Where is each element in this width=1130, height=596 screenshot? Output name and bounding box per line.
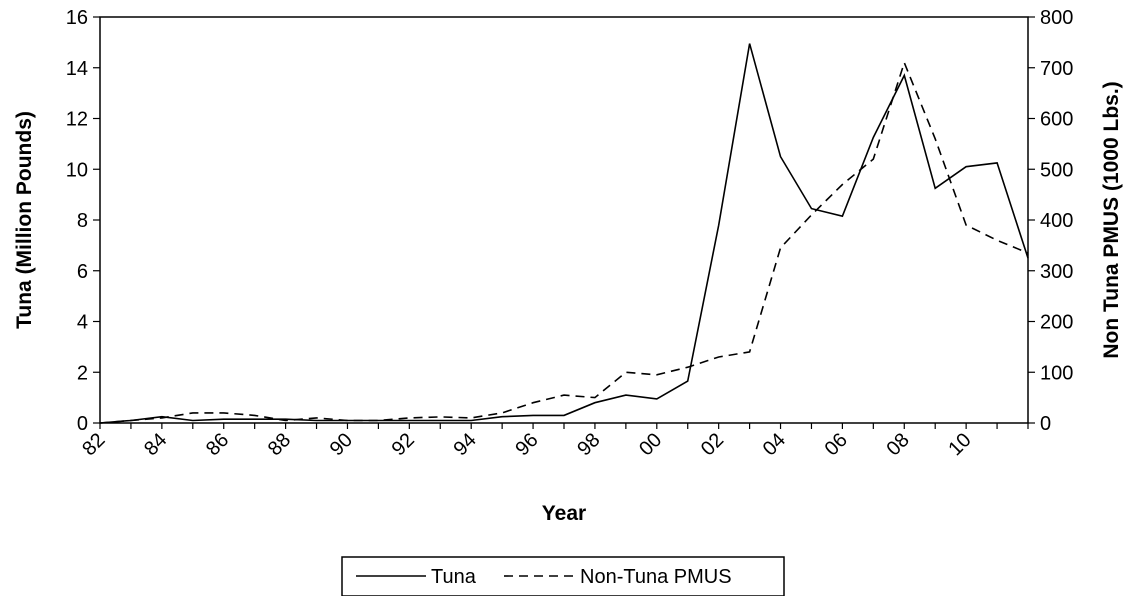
labels-layer: 82 84 86 88 90 92 94 96 98 00 02 04 06 08 100246810121…	[66, 7, 1074, 460]
x-tick-label: 92	[388, 429, 419, 460]
legend-label-non-tuna: Non-Tuna PMUS	[580, 566, 732, 588]
x-tick-label: 10	[944, 429, 975, 460]
y-left-tick-label: 2	[77, 362, 88, 384]
y-right-tick-label: 0	[1040, 413, 1051, 435]
axes-layer	[93, 16, 1035, 429]
y-axis-right-title: Non Tuna PMUS (1000 Lbs.)	[1100, 81, 1123, 358]
y-left-tick-label: 4	[77, 312, 88, 334]
legend: Tuna Non-Tuna PMUS	[341, 556, 785, 596]
x-tick-label: 04	[759, 429, 790, 460]
y-right-tick-label: 800	[1040, 7, 1073, 29]
y-left-tick-label: 0	[77, 413, 88, 435]
x-tick-label: 88	[264, 429, 295, 460]
y-right-tick-label: 200	[1040, 312, 1073, 334]
x-tick-label: 02	[697, 429, 728, 460]
y-left-tick-label: 16	[66, 7, 88, 29]
x-tick-label: 84	[140, 429, 171, 460]
y-left-tick-label: 6	[77, 261, 88, 283]
x-tick-label: 90	[326, 429, 357, 460]
y-right-tick-label: 700	[1040, 58, 1073, 80]
x-tick-label: 06	[821, 429, 852, 460]
y-left-tick-label: 12	[66, 109, 88, 131]
y-right-tick-label: 400	[1040, 210, 1073, 232]
series-line-tuna	[99, 43, 1029, 424]
y-axis-left-title: Tuna (Million Pounds)	[13, 111, 36, 329]
y-right-tick-label: 300	[1040, 261, 1073, 283]
y-left-tick-label: 8	[77, 210, 88, 232]
x-tick-label: 86	[202, 429, 233, 460]
x-tick-label: 98	[573, 429, 604, 460]
plot-frame	[99, 16, 1029, 424]
x-tick-label: 00	[635, 429, 666, 460]
y-left-tick-label: 14	[66, 58, 88, 80]
legend-label-tuna: Tuna	[431, 566, 477, 588]
series-layer	[99, 43, 1029, 424]
y-right-tick-label: 500	[1040, 159, 1073, 181]
y-left-tick-label: 10	[66, 159, 88, 181]
series-line-non-tuna-pmus	[99, 60, 1029, 424]
x-axis-title: Year	[542, 502, 586, 525]
y-right-tick-label: 100	[1040, 362, 1073, 384]
y-right-tick-label: 600	[1040, 109, 1073, 131]
x-tick-label: 08	[883, 429, 914, 460]
x-tick-label: 96	[511, 429, 542, 460]
x-tick-label: 94	[449, 429, 480, 460]
